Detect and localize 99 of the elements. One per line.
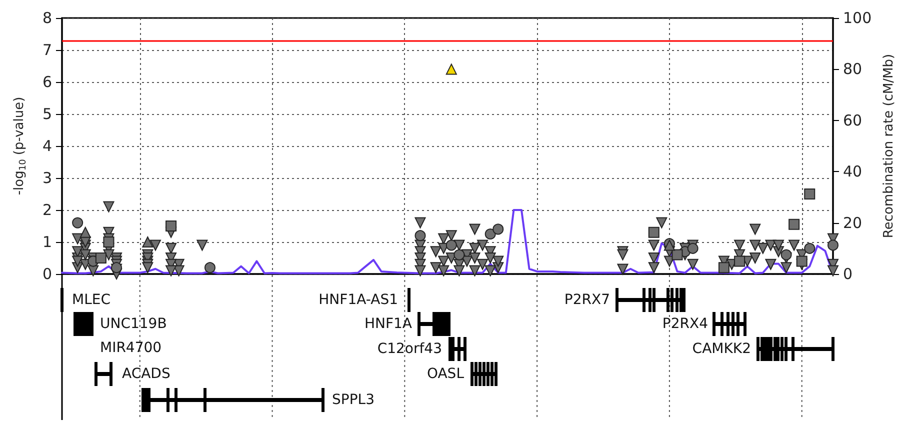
y2-tick-label: 80 [843,60,862,78]
point [469,265,480,276]
point [772,240,784,251]
point [718,262,730,274]
point [454,249,465,260]
point [196,240,208,251]
point [648,252,660,264]
point [72,256,84,267]
point [648,262,660,274]
point [414,230,426,242]
point [617,264,628,275]
point [477,240,488,251]
point [687,242,698,254]
point [446,230,457,242]
point [484,228,496,240]
point [103,236,114,248]
y2-tick-label: 0 [843,265,853,283]
point [687,258,698,270]
point [492,256,504,267]
text: C12orf43 [377,341,442,357]
point [103,249,114,260]
point [617,249,628,260]
y-tick-label: 0 [42,265,52,283]
point [765,258,776,270]
y-tick-label: 5 [42,105,52,123]
point [166,265,177,276]
y-tick-label: 8 [42,9,52,27]
point [648,240,660,251]
point [142,236,154,248]
point [804,188,816,200]
point [142,262,154,274]
point [469,224,480,235]
point [454,240,465,251]
text: MLEC [72,292,111,308]
point [484,265,496,276]
point [446,240,457,251]
point [828,240,838,251]
point [788,240,800,251]
y-tick-label: 2 [42,201,52,219]
text: MIR4700 [100,340,162,356]
point [469,242,480,254]
point [765,240,776,251]
text: HNF1A-AS1 [318,292,398,308]
point [95,252,106,264]
text: UNC119B [100,316,167,332]
point [796,256,808,267]
point [166,220,177,232]
point [72,217,84,228]
point [438,265,450,276]
y2-tick-label: 60 [843,111,862,130]
y-tick-label: 7 [42,41,52,59]
point [734,240,746,251]
text: CAMKK2 [692,341,751,357]
point [804,242,816,254]
y-tick-label: 1 [42,233,52,251]
point [150,240,161,251]
text: P2RX7 [564,292,610,308]
point [414,265,426,276]
point [80,226,91,238]
point [484,252,496,264]
point [469,252,480,264]
point [750,252,761,264]
point [454,265,465,276]
point [780,262,792,274]
point [430,246,442,258]
y-axis-title: -log10 (p-value) [12,96,28,196]
point [430,262,442,274]
point [204,262,216,274]
y2-axis-title: Recombination rate (cM/Mb) [882,54,897,238]
y2-tick-label: 100 [843,9,872,27]
point [438,256,450,267]
point [477,258,488,270]
y-tick-label: 4 [42,137,52,155]
point [750,224,761,235]
point [750,240,761,251]
point [672,249,683,260]
point [492,224,504,235]
point [166,242,177,254]
y2-tick-label: 40 [843,162,862,181]
text: SPPL3 [332,392,374,408]
point [734,256,746,267]
point [757,242,768,254]
point [80,249,91,260]
point [103,201,114,212]
y-tick-label: 6 [42,73,52,91]
point [780,249,792,260]
text: HNF1A [364,316,412,332]
text: ACADS [122,366,170,382]
y-tick-label: 3 [42,169,52,187]
point [446,64,457,75]
text: OASL [426,366,464,382]
text: P2RX4 [662,316,708,332]
point [788,218,800,230]
point [438,233,450,244]
point [414,217,426,228]
point [648,226,660,238]
point [656,217,668,228]
y2-tick-label: 20 [843,214,862,232]
point [72,246,84,258]
